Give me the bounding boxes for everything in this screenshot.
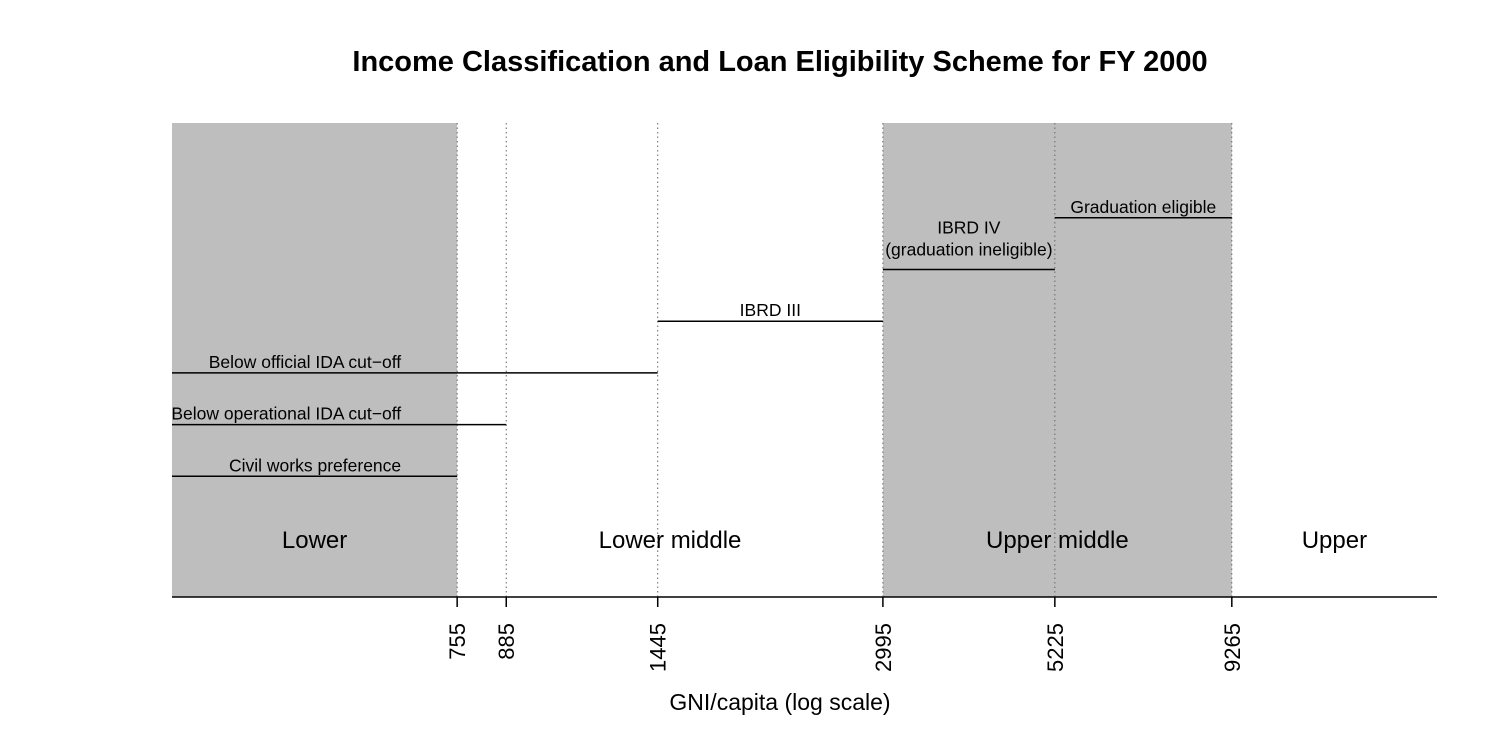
range-ibrd-iv-label: IBRD IV (937, 218, 1001, 238)
x-axis-ticks: 755 885 1445 2995 5225 9265 (445, 597, 1245, 672)
x-tick-label-5225: 5225 (1043, 623, 1068, 672)
x-tick-label-9265: 9265 (1220, 623, 1245, 672)
band-label-upper-middle: Upper middle (986, 527, 1129, 554)
range-civil-works-preference-label: Civil works preference (229, 455, 401, 475)
income-bands (172, 123, 1232, 597)
range-ibrd-iii-label: IBRD III (740, 300, 801, 320)
band-label-upper: Upper (1302, 527, 1367, 554)
income-band-labels: Lower Lower middle Upper middle Upper (282, 527, 1367, 554)
band-label-lower: Lower (282, 527, 347, 554)
range-below-official-ida-cut-off-label: Below official IDA cut−off (209, 352, 402, 372)
chart-title: Income Classification and Loan Eligibili… (352, 46, 1207, 78)
band-label-lower-middle: Lower middle (599, 527, 742, 554)
range-ibrd-iv-label-2: (graduation ineligible) (885, 240, 1052, 260)
x-tick-label-2995: 2995 (871, 623, 896, 672)
range-graduation-eligible-label: Graduation eligible (1070, 197, 1216, 217)
x-tick-label-755: 755 (445, 623, 470, 660)
band-upper-middle (882, 123, 1232, 597)
x-tick-label-1445: 1445 (646, 623, 671, 672)
x-tick-label-885: 885 (494, 623, 519, 660)
range-below-operational-ida-cut-off-label: Below operational IDA cut−off (171, 404, 401, 424)
x-axis-label: GNI/capita (log scale) (669, 689, 890, 715)
band-lower (172, 123, 458, 597)
eligibility-ranges: Civil works preference Below operational … (171, 197, 1232, 478)
